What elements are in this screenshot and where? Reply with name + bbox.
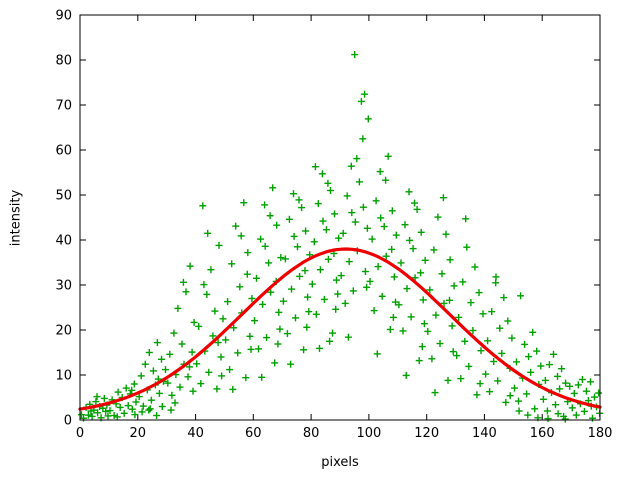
plot-border <box>79 14 601 421</box>
x-tick-label: 120 <box>414 426 439 441</box>
x-tick-label: 160 <box>530 426 555 441</box>
scatter-series <box>77 51 604 423</box>
y-tick-label: 90 <box>55 9 72 24</box>
x-tick-label: 140 <box>472 426 497 441</box>
y-tick-label: 0 <box>64 414 72 429</box>
y-tick-label: 30 <box>55 279 72 294</box>
y-tick-label: 40 <box>55 234 72 249</box>
x-axis-label: pixels <box>321 455 359 470</box>
fit-curve <box>78 247 602 411</box>
x-tick-label: 100 <box>356 426 381 441</box>
x-tick-label: 0 <box>76 426 84 441</box>
y-tick-labels: 0 10 20 30 40 50 60 70 80 90 <box>55 9 72 429</box>
y-tick-label: 20 <box>55 324 72 339</box>
x-tick-label: 80 <box>303 426 320 441</box>
x-tick-label: 60 <box>245 426 262 441</box>
y-tick-label: 80 <box>55 54 72 69</box>
x-tick-label: 20 <box>130 426 147 441</box>
y-tick-label: 60 <box>55 144 72 159</box>
x-tick-label: 180 <box>588 426 613 441</box>
x-tick-labels: 0 20 40 60 80 100 120 140 160 180 <box>76 426 613 441</box>
y-tick-label: 70 <box>55 99 72 114</box>
y-tick-label: 50 <box>55 189 72 204</box>
y-tick-label: 10 <box>55 369 72 384</box>
y-axis-label: intensity <box>8 189 24 247</box>
x-tick-label: 40 <box>187 426 204 441</box>
